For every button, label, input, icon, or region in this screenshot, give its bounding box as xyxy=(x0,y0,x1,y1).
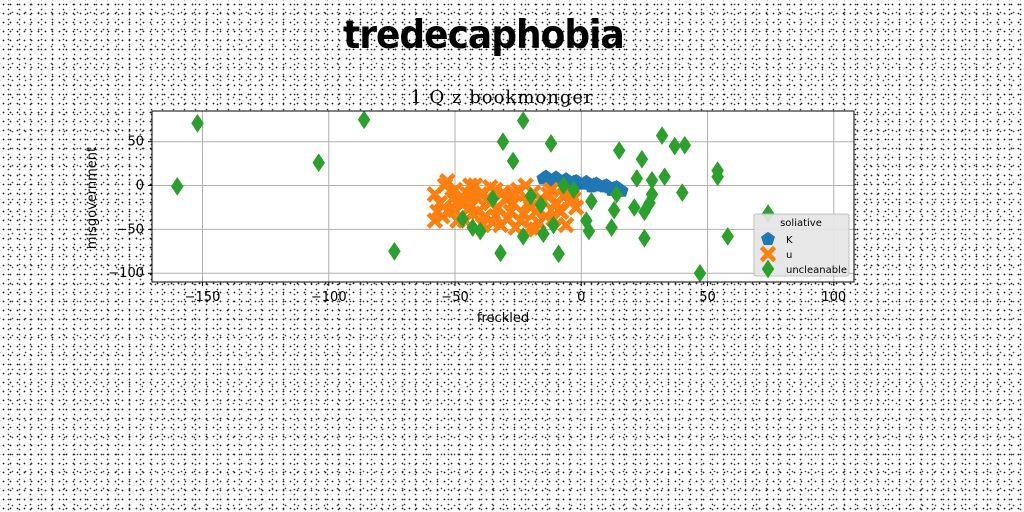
data-point-uncleanable xyxy=(630,169,644,188)
legend-marker-K xyxy=(761,231,775,245)
data-point-uncleanable xyxy=(537,224,550,244)
legend-label-uncleanable: uncleanable xyxy=(786,265,847,276)
data-point-uncleanable xyxy=(585,191,598,211)
y-tick-label: 50 xyxy=(127,135,144,150)
data-point-uncleanable xyxy=(610,184,623,204)
data-point-uncleanable xyxy=(605,218,618,238)
data-point-u xyxy=(426,212,444,229)
data-point-u xyxy=(482,178,499,196)
x-tick-label: 0 xyxy=(577,290,585,305)
data-point-uncleanable xyxy=(567,180,581,200)
data-point-uncleanable xyxy=(486,189,500,209)
data-point-uncleanable xyxy=(170,176,184,196)
data-point-u xyxy=(487,207,504,225)
data-point-uncleanable xyxy=(388,241,401,261)
data-point-uncleanable xyxy=(456,209,469,229)
data-point-u xyxy=(502,187,519,205)
data-marks xyxy=(170,110,775,283)
y-tick-label: 0 xyxy=(136,179,144,194)
x-tick-label: −50 xyxy=(441,290,468,305)
data-point-uncleanable xyxy=(668,136,682,156)
data-point-uncleanable xyxy=(473,221,487,241)
page-title: tredecaphobia xyxy=(343,12,625,59)
data-point-uncleanable xyxy=(357,110,371,130)
data-point-uncleanable xyxy=(534,195,548,215)
data-point-u xyxy=(547,196,565,214)
data-point-uncleanable xyxy=(612,141,626,160)
data-point-u xyxy=(557,216,575,234)
x-tick-label: 50 xyxy=(699,290,716,305)
legend: soliative Ku uncleanable xyxy=(753,213,850,279)
data-point-uncleanable xyxy=(645,170,659,190)
legend-label-K: K xyxy=(786,235,793,246)
x-axis-label: freckled xyxy=(477,311,529,326)
legend-marker-u xyxy=(759,245,777,263)
data-point-u xyxy=(461,177,479,194)
legend-title: soliative xyxy=(780,218,822,229)
x-tick-label: −100 xyxy=(311,290,347,305)
legend-label-u: u xyxy=(786,250,792,261)
data-point-uncleanable xyxy=(544,133,558,153)
data-point-uncleanable xyxy=(627,198,641,217)
data-point-uncleanable xyxy=(678,135,692,155)
data-point-uncleanable xyxy=(552,244,565,264)
data-point-uncleanable xyxy=(658,167,671,187)
legend-box xyxy=(753,213,850,277)
data-point-uncleanable xyxy=(675,183,689,203)
data-point-uncleanable xyxy=(494,243,507,263)
y-tick-label: −100 xyxy=(108,266,144,281)
x-tick-label: −150 xyxy=(185,290,221,305)
data-point-uncleanable xyxy=(524,186,538,206)
data-point-uncleanable xyxy=(721,226,735,246)
y-tick-label: −50 xyxy=(117,222,144,237)
data-point-uncleanable xyxy=(506,151,520,171)
data-point-uncleanable xyxy=(516,226,530,246)
data-point-uncleanable xyxy=(582,221,596,241)
data-point-uncleanable xyxy=(645,184,659,204)
data-point-uncleanable xyxy=(607,200,621,220)
y-axis-label: misgovernment xyxy=(85,147,100,249)
data-point-uncleanable xyxy=(635,149,649,169)
data-point-uncleanable xyxy=(557,176,570,195)
data-point-uncleanable xyxy=(547,215,560,235)
data-point-u xyxy=(439,172,456,190)
chart-title: 1 Q z bookmonger xyxy=(410,87,593,108)
data-point-uncleanable xyxy=(711,161,724,181)
data-point-uncleanable xyxy=(655,126,669,146)
data-point-uncleanable xyxy=(516,111,530,131)
axis-ticks: −150 −100 −50 0 50 100 −100 −50 0 50 xyxy=(108,135,846,305)
data-point-uncleanable xyxy=(312,153,326,173)
legend-marker-uncleanable xyxy=(761,259,775,279)
plot-frame xyxy=(151,110,855,283)
data-point-uncleanable xyxy=(638,228,651,248)
data-point-uncleanable xyxy=(496,132,510,152)
x-tick-label: 100 xyxy=(821,290,846,305)
data-point-uncleanable xyxy=(191,113,204,133)
